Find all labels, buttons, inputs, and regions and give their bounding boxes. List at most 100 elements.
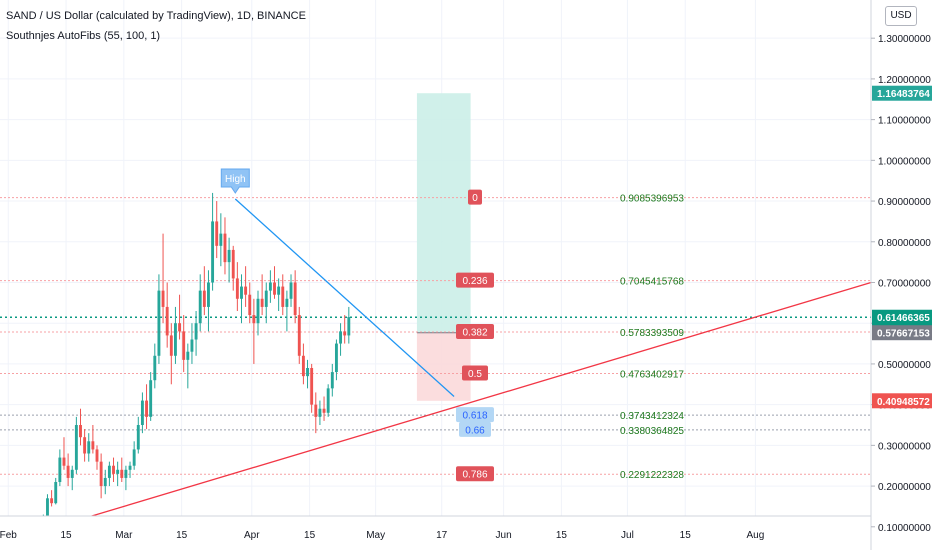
candle-body <box>128 465 132 470</box>
x-tick-label: May <box>366 530 385 541</box>
y-tick-label: 1.30000000 <box>878 34 931 45</box>
candle-body <box>289 282 293 299</box>
candle-body <box>293 282 297 316</box>
price-label: 0.61466365 <box>877 313 930 324</box>
fib-ratio-badge <box>459 421 491 437</box>
fib-value: 0.2291222328 <box>620 470 684 481</box>
candle-body <box>207 282 210 307</box>
candles <box>0 192 351 540</box>
candle-body <box>202 290 206 307</box>
candle-body <box>140 400 144 426</box>
y-tick-label: 1.10000000 <box>878 116 931 127</box>
candle-body <box>235 278 239 299</box>
fib-ratio-badge <box>468 189 482 205</box>
high-marker-group: High <box>220 168 250 194</box>
currency-button[interactable]: USD <box>885 6 917 26</box>
candle-body <box>91 441 95 450</box>
x-tick-label: 15 <box>304 530 316 541</box>
y-tick-label: 0.80000000 <box>878 238 931 249</box>
candle-body <box>116 469 120 474</box>
candle-body <box>54 482 58 504</box>
price-label: 0.57667153 <box>877 329 930 340</box>
candle-body <box>264 290 268 307</box>
fib-value: 0.3743412324 <box>620 411 684 422</box>
price-label-badge <box>872 325 932 341</box>
candle-body <box>297 315 301 356</box>
candle-body <box>281 286 285 307</box>
x-tick-label: 15 <box>680 530 692 541</box>
candle-body <box>252 315 256 324</box>
candle-body <box>83 437 87 454</box>
candle-body <box>79 425 82 438</box>
fib-ratio-badge <box>456 466 494 482</box>
price-label: 1.16483764 <box>877 89 930 100</box>
price-label: 0.40948572 <box>877 397 930 408</box>
candle-body <box>58 457 62 483</box>
x-tick-label: Jul <box>621 530 634 541</box>
candle-body <box>273 282 276 295</box>
x-tick-label: 15 <box>60 530 72 541</box>
y-tick-label: 0.50000000 <box>878 360 931 371</box>
price-label-badge <box>872 393 932 409</box>
fib-ratio-badge <box>456 272 494 288</box>
candle-body <box>124 469 128 478</box>
trendlines[interactable] <box>8 198 872 542</box>
fib-value: 0.7045415768 <box>620 277 684 288</box>
candle-body <box>285 298 289 307</box>
x-tick-label: 17 <box>436 530 448 541</box>
time-axis[interactable] <box>0 516 871 550</box>
fib-value: 0.3380364825 <box>620 426 684 437</box>
candle-body <box>314 404 318 417</box>
high-marker-label: High <box>225 174 246 185</box>
candle-body <box>87 441 91 454</box>
high-marker <box>220 168 250 194</box>
fib-ratio-label: 0.786 <box>462 470 487 481</box>
position-tool[interactable] <box>416 93 471 401</box>
x-tick-label: 15 <box>176 530 188 541</box>
candle-body <box>343 331 347 336</box>
fib-ratio-label: 0.382 <box>462 328 487 339</box>
y-tick-label: 0.10000000 <box>878 523 931 534</box>
candle-body <box>223 233 227 263</box>
candle-body <box>334 343 338 373</box>
y-tick-label: 1.20000000 <box>878 75 931 86</box>
fib-labels: 0.9085396953 0.7045415768 0.5783393509 0.47… <box>456 189 684 550</box>
candle-body <box>318 408 322 417</box>
y-tick-label: 0.30000000 <box>878 441 931 452</box>
fib-ratio-label: 0.5 <box>468 369 482 380</box>
y-tick-label: 1.00000000 <box>878 156 931 167</box>
candle-body <box>107 465 111 478</box>
indicator-legend[interactable]: Southnjes AutoFibs (55, 100, 1) <box>6 30 161 42</box>
candle-body <box>149 380 153 417</box>
candle-body <box>211 221 215 283</box>
candle-body <box>95 449 99 462</box>
candle-body <box>326 388 330 413</box>
candle-body <box>198 290 202 324</box>
fib-value: 0.5783393509 <box>620 328 684 339</box>
candle-body <box>103 477 107 487</box>
candle-body <box>120 469 124 478</box>
candle-body <box>256 298 260 324</box>
descending-trendline[interactable] <box>234 198 455 397</box>
x-tick-label: Aug <box>747 530 765 541</box>
ascending-trendline[interactable] <box>8 281 872 542</box>
candle-body <box>173 323 177 356</box>
candle-body <box>240 286 243 299</box>
candle-body <box>227 249 231 263</box>
candle-body <box>46 498 49 517</box>
candle-body <box>330 372 334 389</box>
price-label-badge <box>872 85 932 101</box>
candle-body <box>99 461 103 487</box>
target-zone[interactable] <box>416 93 471 333</box>
candle-body <box>231 249 235 279</box>
candle-body <box>169 335 173 356</box>
candle-body <box>157 290 161 356</box>
fib-ratio-label: 0.66 <box>465 425 485 436</box>
stop-zone[interactable] <box>416 332 471 401</box>
candle-body <box>165 306 169 336</box>
x-tick-label: Jun <box>496 530 512 541</box>
symbol-title[interactable]: SAND / US Dollar (calculated by TradingV… <box>6 10 306 22</box>
y-tick-label: 0.20000000 <box>878 482 931 493</box>
